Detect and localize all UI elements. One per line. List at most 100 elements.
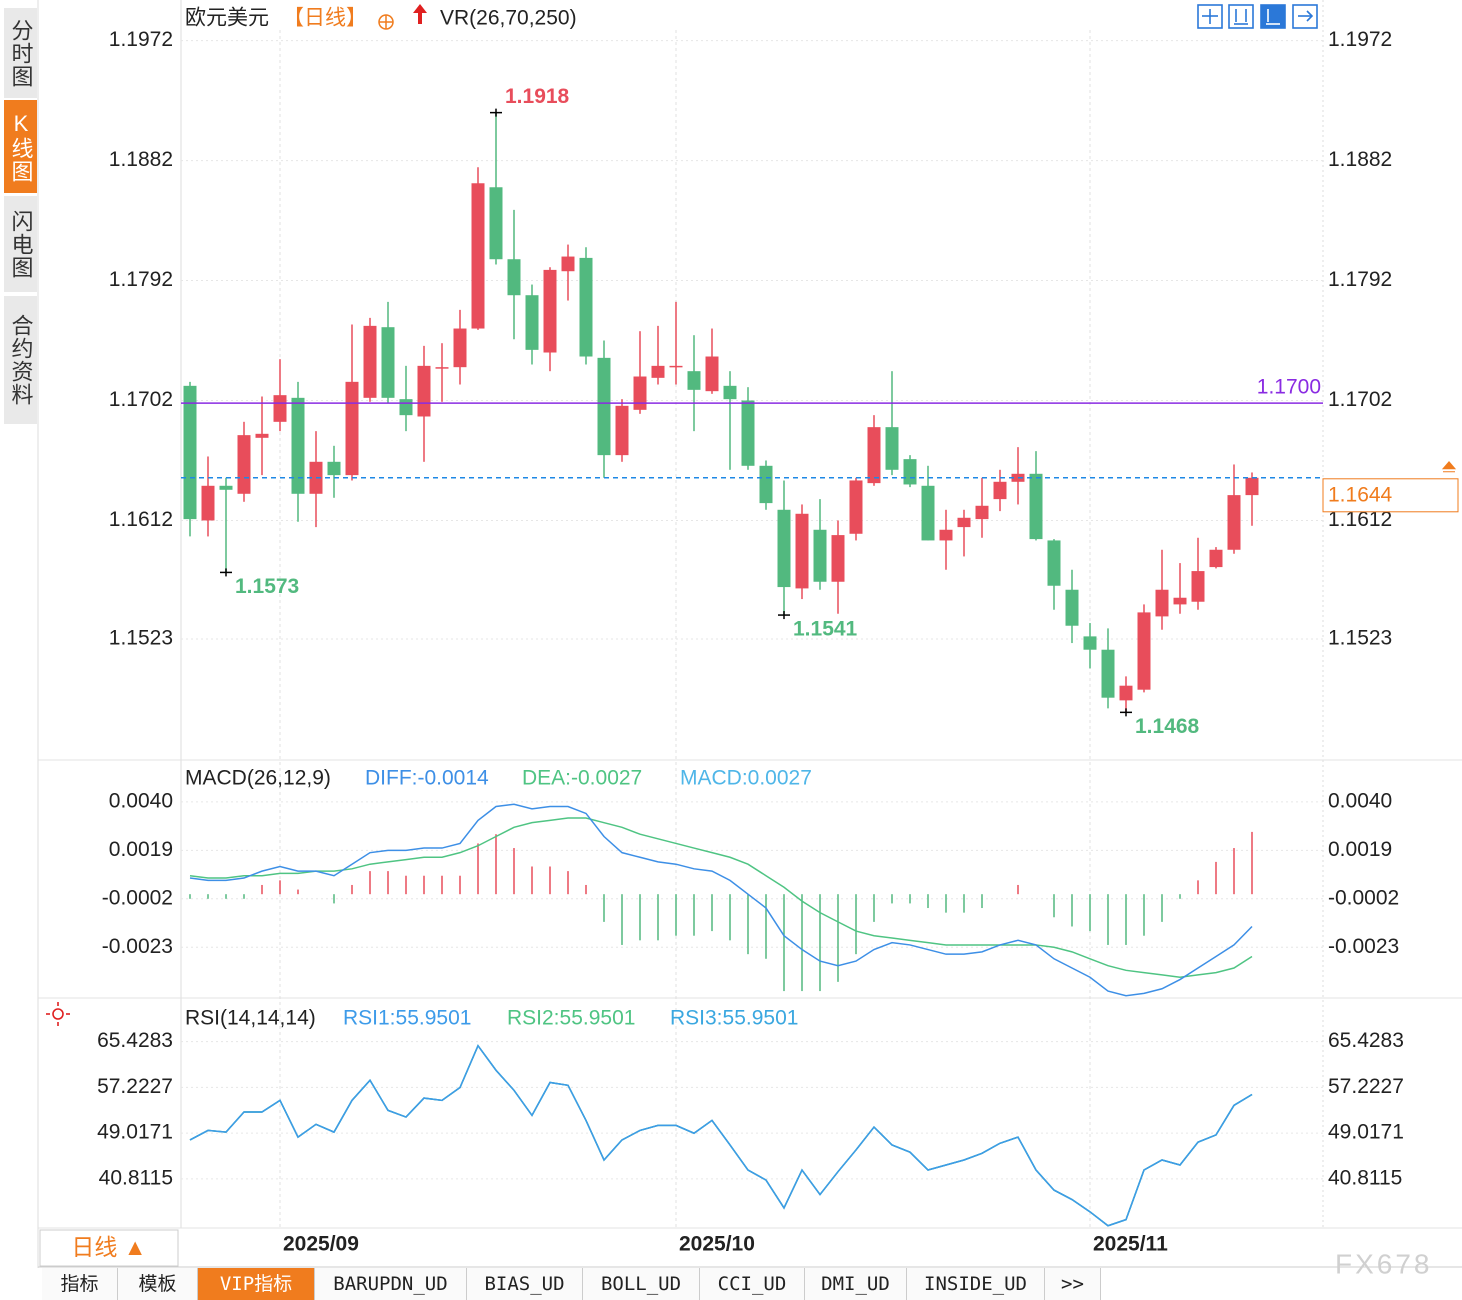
y-tick-label-right: 57.2227 xyxy=(1328,1075,1404,1098)
y-tick-label-right: 0.0019 xyxy=(1328,838,1392,861)
candle-body xyxy=(273,395,287,422)
candle-body xyxy=(867,427,881,484)
series-line xyxy=(189,803,1253,997)
candle-body xyxy=(633,376,647,410)
candle-body xyxy=(543,269,557,353)
extreme-label: 1.1541 xyxy=(793,618,858,641)
y-tick-label-right: 1.1882 xyxy=(1328,148,1392,171)
candle-body xyxy=(1227,495,1241,550)
bottom-tab[interactable]: BARUPDN_UD xyxy=(315,1268,467,1300)
legend-label: MACD:0.0027 xyxy=(680,767,812,790)
bottom-tab[interactable]: DMI_UD xyxy=(805,1268,907,1300)
candle-body xyxy=(993,481,1007,500)
y-tick-label-right: 0.0040 xyxy=(1328,789,1392,812)
candle-body xyxy=(561,256,575,272)
series-line xyxy=(189,1044,1253,1227)
period-button-label[interactable]: 日线 ▲ xyxy=(71,1234,146,1260)
y-tick-label: 1.1523 xyxy=(109,627,173,650)
y-tick-label-right: 1.1702 xyxy=(1328,388,1392,411)
legend-label: RSI3:55.9501 xyxy=(670,1007,798,1030)
y-tick-label-right: 1.1612 xyxy=(1328,508,1392,531)
settings-icon[interactable] xyxy=(378,14,394,30)
y-tick-label: 1.1702 xyxy=(109,388,173,411)
bottom-tab[interactable]: 模板 xyxy=(118,1268,198,1300)
candle-body xyxy=(345,381,359,476)
candle-body xyxy=(705,356,719,392)
candle-body xyxy=(759,465,773,504)
x-tick-label: 2025/10 xyxy=(679,1233,755,1256)
candle-body xyxy=(939,529,953,541)
bottom-tab[interactable]: >> xyxy=(1045,1268,1101,1300)
last-price-arrow xyxy=(1441,461,1457,473)
period-label[interactable]: 【日线】 xyxy=(283,7,367,30)
candle-body xyxy=(723,385,737,400)
candle-body xyxy=(525,295,539,350)
reference-label: 1.1700 xyxy=(1257,376,1321,399)
candle-body xyxy=(579,257,593,357)
period-button[interactable] xyxy=(39,1229,179,1267)
bottom-tab[interactable]: VIP指标 xyxy=(198,1268,315,1300)
candle-body xyxy=(183,385,197,520)
sidebar-tab[interactable]: 分时图 xyxy=(4,8,37,100)
candle-body xyxy=(1047,540,1061,586)
chart-title: RSI(14,14,14) xyxy=(185,1007,316,1030)
chart-title: 欧元美元 xyxy=(185,7,269,30)
candle-body xyxy=(489,187,503,260)
candle-body xyxy=(957,517,971,528)
candle-body xyxy=(363,325,377,398)
candle-body xyxy=(669,365,683,368)
candle-body xyxy=(219,485,233,490)
candle-body xyxy=(615,405,629,456)
y-tick-label-right: -0.0023 xyxy=(1328,935,1399,958)
y-tick-label: 1.1792 xyxy=(109,268,173,291)
legend-label: DIFF:-0.0014 xyxy=(365,767,489,790)
y-tick-label-right: 1.1523 xyxy=(1328,627,1392,650)
bottom-tab[interactable]: BOLL_UD xyxy=(583,1268,700,1300)
sidebar-tab[interactable]: K线图 xyxy=(4,100,37,195)
indicator-arrow xyxy=(413,4,427,24)
bottom-tab[interactable]: 指标 xyxy=(42,1268,118,1300)
y-tick-label: 40.8115 xyxy=(99,1166,173,1189)
candle-body xyxy=(903,459,917,485)
candle-body xyxy=(885,427,899,470)
y-tick-label-right: 1.1972 xyxy=(1328,28,1392,51)
candle-body xyxy=(687,371,701,390)
candle-body xyxy=(417,365,431,417)
y-tick-label-right: -0.0002 xyxy=(1328,886,1399,909)
legend-label: DEA:-0.0027 xyxy=(522,767,642,790)
candle-body xyxy=(1029,473,1043,540)
candle-body xyxy=(741,400,755,466)
bottom-tab[interactable]: INSIDE_UD xyxy=(907,1268,1045,1300)
candle-body xyxy=(795,513,809,589)
candle-body xyxy=(1173,597,1187,605)
watermark: FX678 xyxy=(1335,1248,1433,1279)
bottom-tab[interactable]: CCI_UD xyxy=(700,1268,805,1300)
candle-body xyxy=(1119,685,1133,701)
candle-body xyxy=(327,461,341,476)
y-tick-label: -0.0002 xyxy=(102,886,173,909)
y-tick-label: 1.1972 xyxy=(109,28,173,51)
x-tick-label: 2025/09 xyxy=(283,1233,359,1256)
sidebar-tab[interactable]: 闪电图 xyxy=(4,196,37,294)
y-tick-label: 1.1882 xyxy=(109,148,173,171)
candle-body xyxy=(1245,477,1259,496)
candle-body xyxy=(1191,571,1205,602)
sidebar-tab[interactable]: 合约资料 xyxy=(4,296,37,426)
candle-body xyxy=(777,509,791,588)
y-tick-label: -0.0023 xyxy=(102,935,173,958)
candle-body xyxy=(1137,612,1151,690)
extreme-label: 1.1573 xyxy=(235,575,299,598)
y-tick-label-right: 40.8115 xyxy=(1328,1166,1402,1189)
y-tick-label: 65.4283 xyxy=(97,1029,173,1052)
toolbar[interactable] xyxy=(1197,4,1318,29)
rsi-icon[interactable] xyxy=(46,1002,70,1026)
bottom-tab[interactable]: BIAS_UD xyxy=(467,1268,583,1300)
x-tick-label: 2025/11 xyxy=(1093,1233,1168,1256)
y-tick-label: 57.2227 xyxy=(97,1075,173,1098)
extreme-label: 1.1918 xyxy=(505,85,570,108)
series-line xyxy=(189,1044,1253,1227)
extreme-label: 1.1468 xyxy=(1135,715,1200,738)
series-line xyxy=(189,1044,1253,1227)
